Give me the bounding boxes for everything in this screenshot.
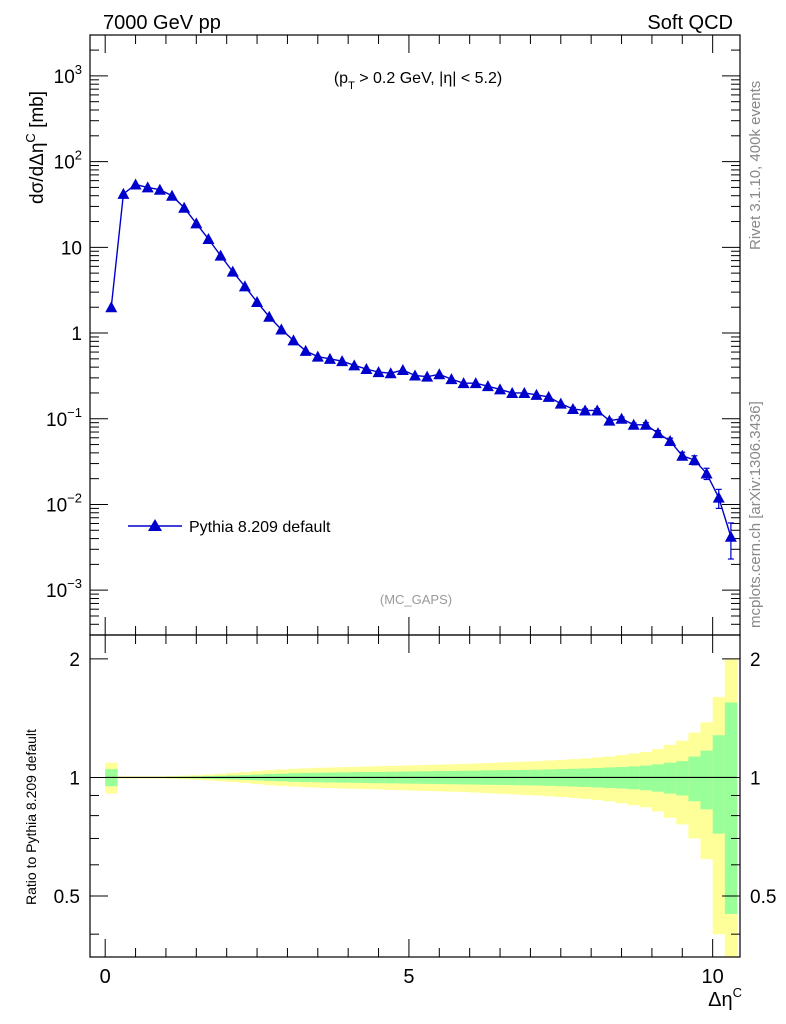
ratio-tick-label: 2: [69, 650, 80, 671]
ratio-tick-label: 2: [750, 650, 761, 671]
data-point: [178, 201, 191, 213]
data-point: [348, 359, 361, 371]
data-point: [226, 265, 239, 277]
side-mcplots-label: mcplots.cern.ch [arXiv:1306.3436]: [747, 401, 764, 628]
ratio-band-green: [700, 750, 713, 810]
data-point: [129, 178, 142, 190]
data-point: [579, 404, 592, 416]
data-point: [117, 187, 130, 199]
ratio-plot-frame: [89, 634, 741, 958]
data-point: [494, 383, 507, 395]
data-point: [323, 352, 336, 364]
data-point: [166, 189, 179, 201]
ratio-band-green: [676, 761, 689, 796]
x-axis-label: ΔηC: [708, 985, 742, 1011]
y-tick-label: 10−3: [46, 576, 82, 602]
data-point: [481, 380, 494, 392]
y-tick-label: 102: [54, 148, 82, 174]
ratio-band-green: [664, 762, 677, 794]
data-point: [469, 377, 482, 389]
series-layer: [105, 178, 737, 560]
data-point: [336, 355, 349, 367]
y-tick-label: 10−2: [46, 490, 82, 516]
data-point: [506, 386, 519, 398]
ratio-tick-label: 0.5: [750, 887, 776, 908]
data-point: [421, 370, 434, 382]
data-point: [688, 454, 701, 466]
x-tick-label: 5: [403, 966, 414, 988]
data-point: [554, 397, 567, 409]
ratio-band-green: [712, 735, 726, 834]
data-point: [299, 344, 312, 356]
data-point: [360, 363, 373, 375]
y-axis-label: dσ/dΔηC [mb]: [23, 91, 48, 204]
data-point: [409, 369, 421, 381]
ratio-band-green: [724, 702, 738, 915]
data-point: [275, 323, 288, 335]
data-point: [251, 296, 264, 308]
data-point: [627, 418, 640, 430]
data-point: [591, 404, 604, 416]
ratio-ticks: 0 5 10 0.5 0.5 1 1 2 2: [54, 635, 776, 988]
data-point: [542, 390, 555, 402]
data-point: [603, 414, 616, 426]
ratio-tick-label: 1: [750, 768, 761, 789]
data-point: [724, 530, 737, 542]
data-point: [457, 377, 470, 389]
title-right: Soft QCD: [647, 12, 733, 34]
data-point: [384, 367, 397, 379]
cut-annotation: (pT > 0.2 GeV, |η| < 5.2): [334, 70, 502, 92]
x-tick-label: 0: [100, 966, 111, 988]
data-point: [615, 412, 628, 424]
data-point: [153, 183, 166, 195]
data-point: [141, 181, 154, 193]
data-point: [396, 364, 409, 376]
ratio-tick-label: 0.5: [54, 887, 80, 908]
data-point: [287, 334, 300, 346]
data-point: [676, 449, 689, 461]
title-left: 7000 GeV pp: [103, 12, 221, 34]
data-point: [433, 368, 446, 380]
data-point: [700, 467, 713, 479]
y-tick-label: 103: [54, 62, 82, 88]
data-point: [639, 418, 652, 430]
data-point: [530, 388, 543, 400]
legend: Pythia 8.209 default: [128, 519, 331, 536]
data-point: [445, 373, 458, 385]
data-point: [372, 366, 385, 378]
ratio-y-axis-label: Ratio to Pythia 8.209 default: [23, 729, 39, 905]
y-tick-label: 10: [61, 238, 82, 259]
legend-marker: [148, 519, 162, 531]
ratio-tick-label: 1: [69, 768, 80, 789]
main-plot-frame: [89, 34, 741, 636]
data-point: [712, 491, 725, 503]
x-tick-label: 10: [702, 966, 724, 988]
data-point: [263, 310, 276, 322]
series-line: [110, 183, 732, 537]
ratio-bands: [105, 658, 738, 957]
y-tick-label: 10−1: [46, 405, 82, 431]
main-ticks: 10−3 10−2 10−1 1 10 102 103: [46, 34, 740, 636]
y-tick-label: 1: [71, 324, 82, 345]
analysis-tag: (MC_GAPS): [380, 592, 452, 607]
legend-label: Pythia 8.209 default: [189, 519, 331, 536]
data-point: [202, 233, 215, 245]
data-point: [105, 301, 118, 313]
data-point: [566, 402, 579, 414]
data-point: [311, 350, 324, 362]
data-point: [651, 427, 664, 439]
data-point: [214, 249, 227, 261]
data-point: [664, 435, 677, 447]
side-rivet-label: Rivet 3.1.10, 400k events: [747, 81, 764, 250]
data-point: [190, 217, 203, 229]
data-point: [518, 386, 531, 398]
data-point: [238, 280, 251, 292]
ratio-band-green: [688, 756, 701, 802]
